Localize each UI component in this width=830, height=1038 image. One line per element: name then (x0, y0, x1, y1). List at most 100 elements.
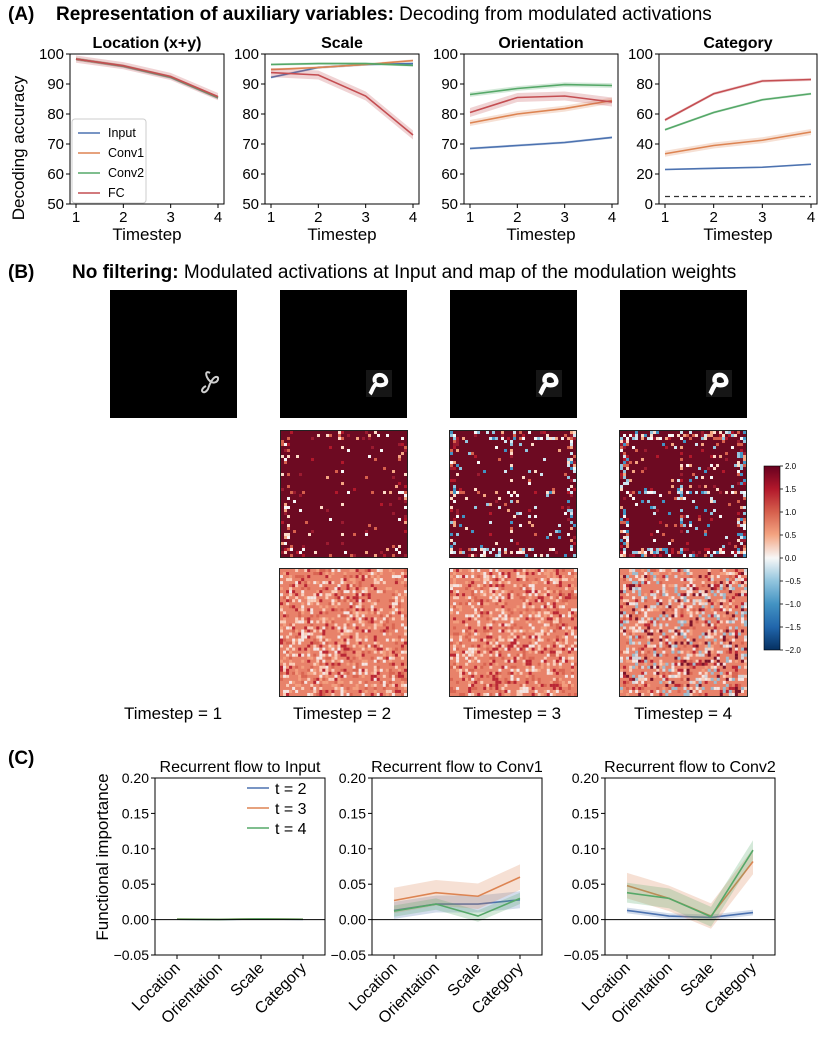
heatmap-cell (331, 638, 335, 642)
heatmap-cell (379, 578, 383, 582)
heatmap-cell (450, 608, 454, 612)
heatmap-cell (280, 608, 284, 612)
heatmap-cell (719, 650, 723, 654)
heatmap-cell (704, 593, 708, 597)
heatmap-cell (686, 656, 690, 660)
heatmap-cell (403, 626, 407, 630)
heatmap-cell (489, 653, 493, 657)
weight-map-conv-t4 (619, 430, 747, 558)
heatmap-cell (647, 650, 651, 654)
heatmap-cell (653, 431, 656, 434)
x-tick-label: 4 (807, 209, 815, 226)
heatmap-cell (313, 593, 317, 597)
heatmap-cell (722, 644, 726, 648)
heatmap-cell (459, 629, 463, 633)
heatmap-cell (561, 569, 565, 573)
heatmap-cell (531, 629, 535, 633)
heatmap-cell (647, 548, 650, 551)
heatmap-cell (719, 590, 723, 594)
heatmap-cell (513, 599, 517, 603)
heatmap-cell (391, 575, 395, 579)
heatmap-cell (391, 596, 395, 600)
heatmap-cell (743, 620, 747, 624)
heatmap-cell (737, 500, 740, 503)
heatmap-cell (498, 602, 502, 606)
heatmap-cell (286, 638, 290, 642)
heatmap-cell (394, 638, 398, 642)
heatmap-cell (659, 644, 663, 648)
heatmap-cell (331, 668, 335, 672)
heatmap-cell (677, 629, 681, 633)
heatmap-cell (537, 437, 540, 440)
heatmap-cell (391, 656, 395, 660)
heatmap-cell (680, 551, 683, 554)
heatmap-cell (319, 593, 323, 597)
heatmap-cell (295, 635, 299, 639)
heatmap-cell (731, 614, 735, 618)
heatmap-cell (638, 677, 642, 681)
heatmap-cell (388, 611, 392, 615)
legend-box (71, 118, 147, 204)
heatmap-cell (397, 596, 401, 600)
heatmap-cell (471, 452, 474, 455)
heatmap-cell (331, 608, 335, 612)
heatmap-cell (319, 659, 323, 663)
heatmap-cell (537, 647, 541, 651)
heatmap-cell (689, 614, 693, 618)
heatmap-cell (653, 572, 657, 576)
heatmap-cell (710, 434, 713, 437)
heatmap-cell (349, 605, 353, 609)
heatmap-cell (650, 635, 654, 639)
heatmap-cell (626, 596, 630, 600)
heatmap-cell (632, 647, 636, 651)
heatmap-cell (620, 659, 624, 663)
heatmap-cell (343, 677, 347, 681)
heatmap-cell (653, 671, 657, 675)
heatmap-cell (719, 581, 723, 585)
heatmap-cell (635, 650, 639, 654)
heatmap-cell (519, 683, 523, 687)
y-tick-label: 0.00 (122, 912, 149, 928)
heatmap-cell (620, 476, 623, 479)
heatmap-cell (352, 668, 356, 672)
heatmap-cell (298, 599, 302, 603)
heatmap-cell (468, 452, 471, 455)
heatmap-cell (486, 644, 490, 648)
heatmap-cell (728, 434, 731, 437)
heatmap-cell (483, 593, 487, 597)
heatmap-cell (531, 647, 535, 651)
heatmap-cell (626, 620, 630, 624)
heatmap-cell (495, 554, 498, 557)
heatmap-cell (692, 626, 696, 630)
heatmap-cell (352, 680, 356, 684)
heatmap-cell (292, 647, 296, 651)
heatmap-cell (665, 680, 669, 684)
heatmap-cell (570, 440, 573, 443)
heatmap-cell (456, 650, 460, 654)
heatmap-cell (635, 665, 639, 669)
heatmap-cell (647, 437, 650, 440)
heatmap-cell (516, 644, 520, 648)
heatmap-cell (486, 626, 490, 630)
heatmap-cell (555, 611, 559, 615)
heatmap-cell (680, 626, 684, 630)
heatmap-cell (319, 671, 323, 675)
heatmap-cell (519, 605, 523, 609)
x-tick-label: 2 (513, 209, 521, 226)
heatmap-cell (528, 479, 531, 482)
heatmap-cell (516, 542, 519, 545)
heatmap-cell (468, 686, 472, 690)
heatmap-cell (328, 602, 332, 606)
heatmap-cell (725, 491, 728, 494)
heatmap-cell (283, 596, 287, 600)
heatmap-cell (665, 608, 669, 612)
heatmap-cell (480, 584, 484, 588)
heatmap-cell (334, 590, 338, 594)
heatmap-cell (453, 596, 457, 600)
heatmap-cell (492, 674, 496, 678)
heatmap-cell (456, 443, 459, 446)
heatmap-cell (662, 533, 665, 536)
heatmap-cell (656, 572, 660, 576)
heatmap-cell (677, 479, 680, 482)
heatmap-cell (465, 668, 469, 672)
